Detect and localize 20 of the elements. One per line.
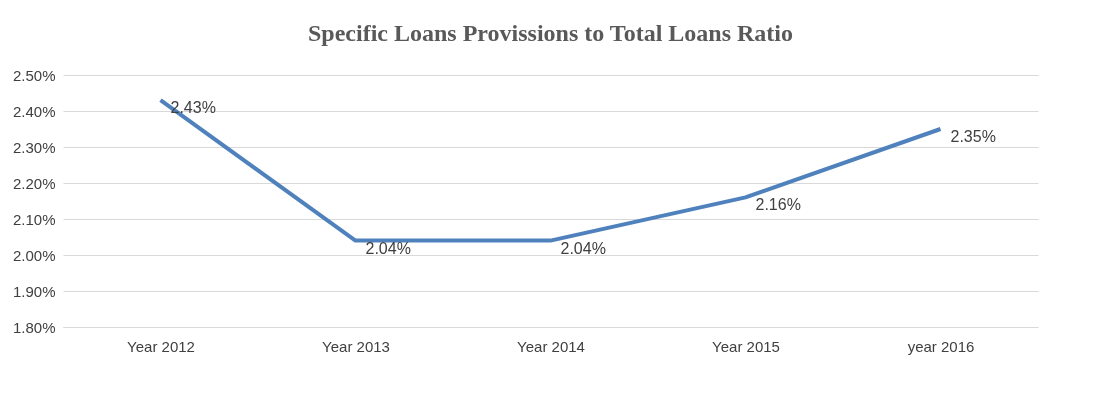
x-tick-label: year 2016 — [907, 337, 975, 355]
y-tick-label: 2.20% — [12, 174, 56, 192]
y-tick-label: 1.80% — [12, 318, 56, 336]
data-label: 2.43% — [170, 99, 216, 117]
x-tick-label: Year 2012 — [127, 337, 195, 355]
y-tick-label: 2.40% — [12, 102, 56, 120]
x-tick-label: Year 2014 — [517, 337, 585, 355]
data-label: 2.16% — [755, 196, 801, 214]
y-tick-label: 2.10% — [12, 210, 56, 228]
x-tick-label: Year 2013 — [322, 337, 390, 355]
x-tick-label: Year 2015 — [712, 337, 780, 355]
chart-title: Specific Loans Provissions to Total Loans Ratio — [308, 20, 793, 46]
data-label: 2.35% — [950, 128, 996, 145]
data-label: 2.04% — [365, 239, 411, 257]
line-series — [158, 98, 943, 243]
data-label: 2.04% — [560, 239, 606, 257]
y-tick-label: 2.30% — [12, 138, 56, 156]
y-tick-label: 2.00% — [12, 246, 56, 264]
y-tick-label: 1.90% — [12, 282, 56, 300]
y-tick-label: 2.50% — [12, 66, 56, 84]
